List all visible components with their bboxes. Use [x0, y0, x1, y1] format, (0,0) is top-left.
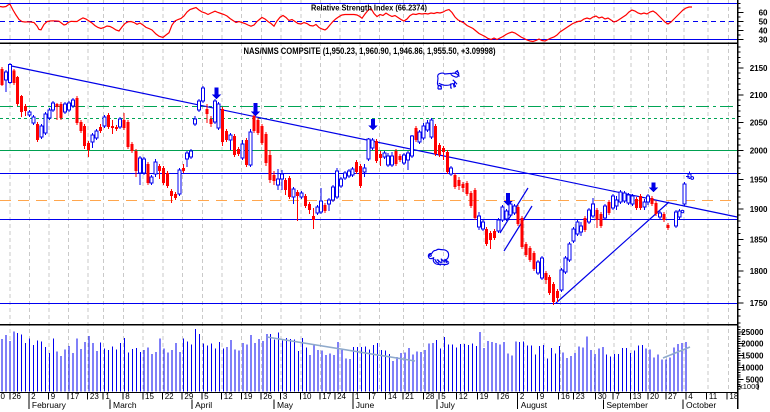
svg-text:1850: 1850	[750, 236, 768, 245]
svg-text:11: 11	[709, 392, 718, 401]
svg-text:2100: 2100	[750, 91, 768, 100]
svg-text:5: 5	[204, 392, 209, 401]
svg-text:12: 12	[459, 392, 468, 401]
svg-text:19: 19	[244, 392, 253, 401]
svg-text:1800: 1800	[750, 267, 768, 276]
svg-text:September: September	[606, 400, 648, 410]
svg-text:30: 30	[598, 392, 607, 401]
svg-text:16: 16	[561, 392, 570, 401]
svg-text:Relative Strength Index (66.23: Relative Strength Index (66.2374)	[311, 3, 427, 13]
svg-text:26: 26	[263, 392, 272, 401]
svg-text:23: 23	[576, 392, 585, 401]
svg-text:28: 28	[426, 392, 435, 401]
svg-text:0: 0	[1, 392, 6, 401]
svg-text:2: 2	[520, 392, 525, 401]
svg-text:30: 30	[759, 35, 768, 44]
svg-text:17: 17	[70, 392, 79, 401]
svg-text:9: 9	[51, 392, 56, 401]
svg-text:22: 22	[165, 392, 174, 401]
svg-text:20000: 20000	[741, 340, 764, 349]
svg-text:1: 1	[355, 392, 360, 401]
svg-text:June: June	[356, 400, 375, 410]
svg-text:60: 60	[759, 8, 768, 17]
svg-text:1900: 1900	[750, 205, 768, 214]
svg-text:April: April	[195, 400, 212, 410]
svg-text:15000: 15000	[741, 352, 764, 361]
svg-text:29: 29	[184, 392, 193, 401]
svg-text:27: 27	[668, 392, 677, 401]
svg-text:8: 8	[125, 392, 130, 401]
svg-text:NAS/NMS COMPSITE (1,950.23, 1,: NAS/NMS COMPSITE (1,950.23, 1,960.90, 1,…	[244, 46, 496, 56]
svg-text:August: August	[521, 400, 548, 410]
svg-text:12: 12	[224, 392, 233, 401]
svg-text:1950: 1950	[750, 175, 768, 184]
svg-text:1750: 1750	[750, 299, 768, 308]
svg-text:5: 5	[441, 392, 446, 401]
svg-text:26: 26	[500, 392, 509, 401]
svg-text:19: 19	[480, 392, 489, 401]
svg-text:March: March	[113, 400, 137, 410]
svg-text:21: 21	[405, 392, 414, 401]
svg-text:10: 10	[303, 392, 312, 401]
svg-text:1: 1	[105, 392, 110, 401]
svg-text:3: 3	[283, 392, 288, 401]
svg-text:40: 40	[759, 26, 768, 35]
svg-text:2150: 2150	[750, 64, 768, 73]
svg-text:7: 7	[615, 392, 620, 401]
svg-text:7: 7	[372, 392, 377, 401]
svg-text:2: 2	[31, 392, 36, 401]
svg-text:25000: 25000	[741, 328, 764, 337]
svg-text:February: February	[32, 400, 67, 410]
svg-text:26: 26	[12, 392, 21, 401]
svg-text:13: 13	[633, 392, 642, 401]
svg-text:5000: 5000	[746, 376, 764, 385]
svg-text:2050: 2050	[750, 118, 768, 127]
svg-text:4: 4	[688, 392, 693, 401]
svg-text:23: 23	[90, 392, 99, 401]
svg-text:24: 24	[337, 392, 346, 401]
svg-text:October: October	[686, 400, 716, 410]
svg-text:10000: 10000	[741, 364, 764, 373]
svg-text:x1000: x1000	[739, 382, 759, 391]
svg-text:2000: 2000	[750, 147, 768, 156]
svg-text:July: July	[440, 400, 456, 410]
svg-text:14: 14	[388, 392, 397, 401]
svg-text:18: 18	[729, 392, 738, 401]
svg-text:9: 9	[540, 392, 545, 401]
svg-text:17: 17	[322, 392, 331, 401]
svg-text:15: 15	[145, 392, 154, 401]
svg-text:20: 20	[650, 392, 659, 401]
svg-text:May: May	[277, 400, 294, 410]
svg-text:50: 50	[759, 17, 768, 26]
